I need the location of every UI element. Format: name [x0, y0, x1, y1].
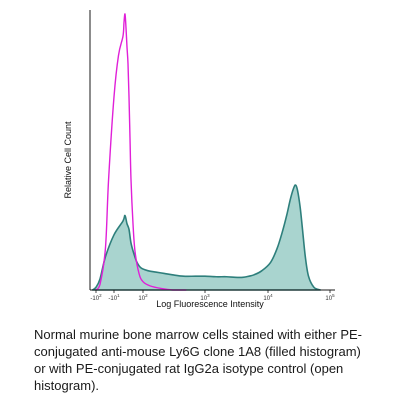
- filled-histogram: [91, 184, 322, 291]
- x-tick-label: 104: [263, 293, 273, 302]
- x-tick-layer: -102 -101 102 103 104 105: [90, 290, 335, 302]
- x-axis-label: Log Fluorescence Intensity: [156, 299, 264, 309]
- x-tick-label: -102: [90, 293, 102, 302]
- x-tick-label: 102: [138, 293, 148, 302]
- x-tick-label: 105: [325, 293, 335, 302]
- histogram-figure: -102 -101 102 103 104 105 Log Fluorescence In…: [63, 10, 335, 309]
- y-axis-label: Relative Cell Count: [63, 121, 73, 199]
- figure-caption: Normal murine bone marrow cells stained …: [34, 327, 363, 393]
- open-histogram: [95, 13, 187, 291]
- histogram-chart: -102 -101 102 103 104 105 Log Fluorescence In…: [63, 10, 335, 309]
- series-layer: [91, 13, 322, 291]
- x-tick-label: -101: [108, 293, 120, 302]
- x-tick-label: 103: [200, 293, 210, 302]
